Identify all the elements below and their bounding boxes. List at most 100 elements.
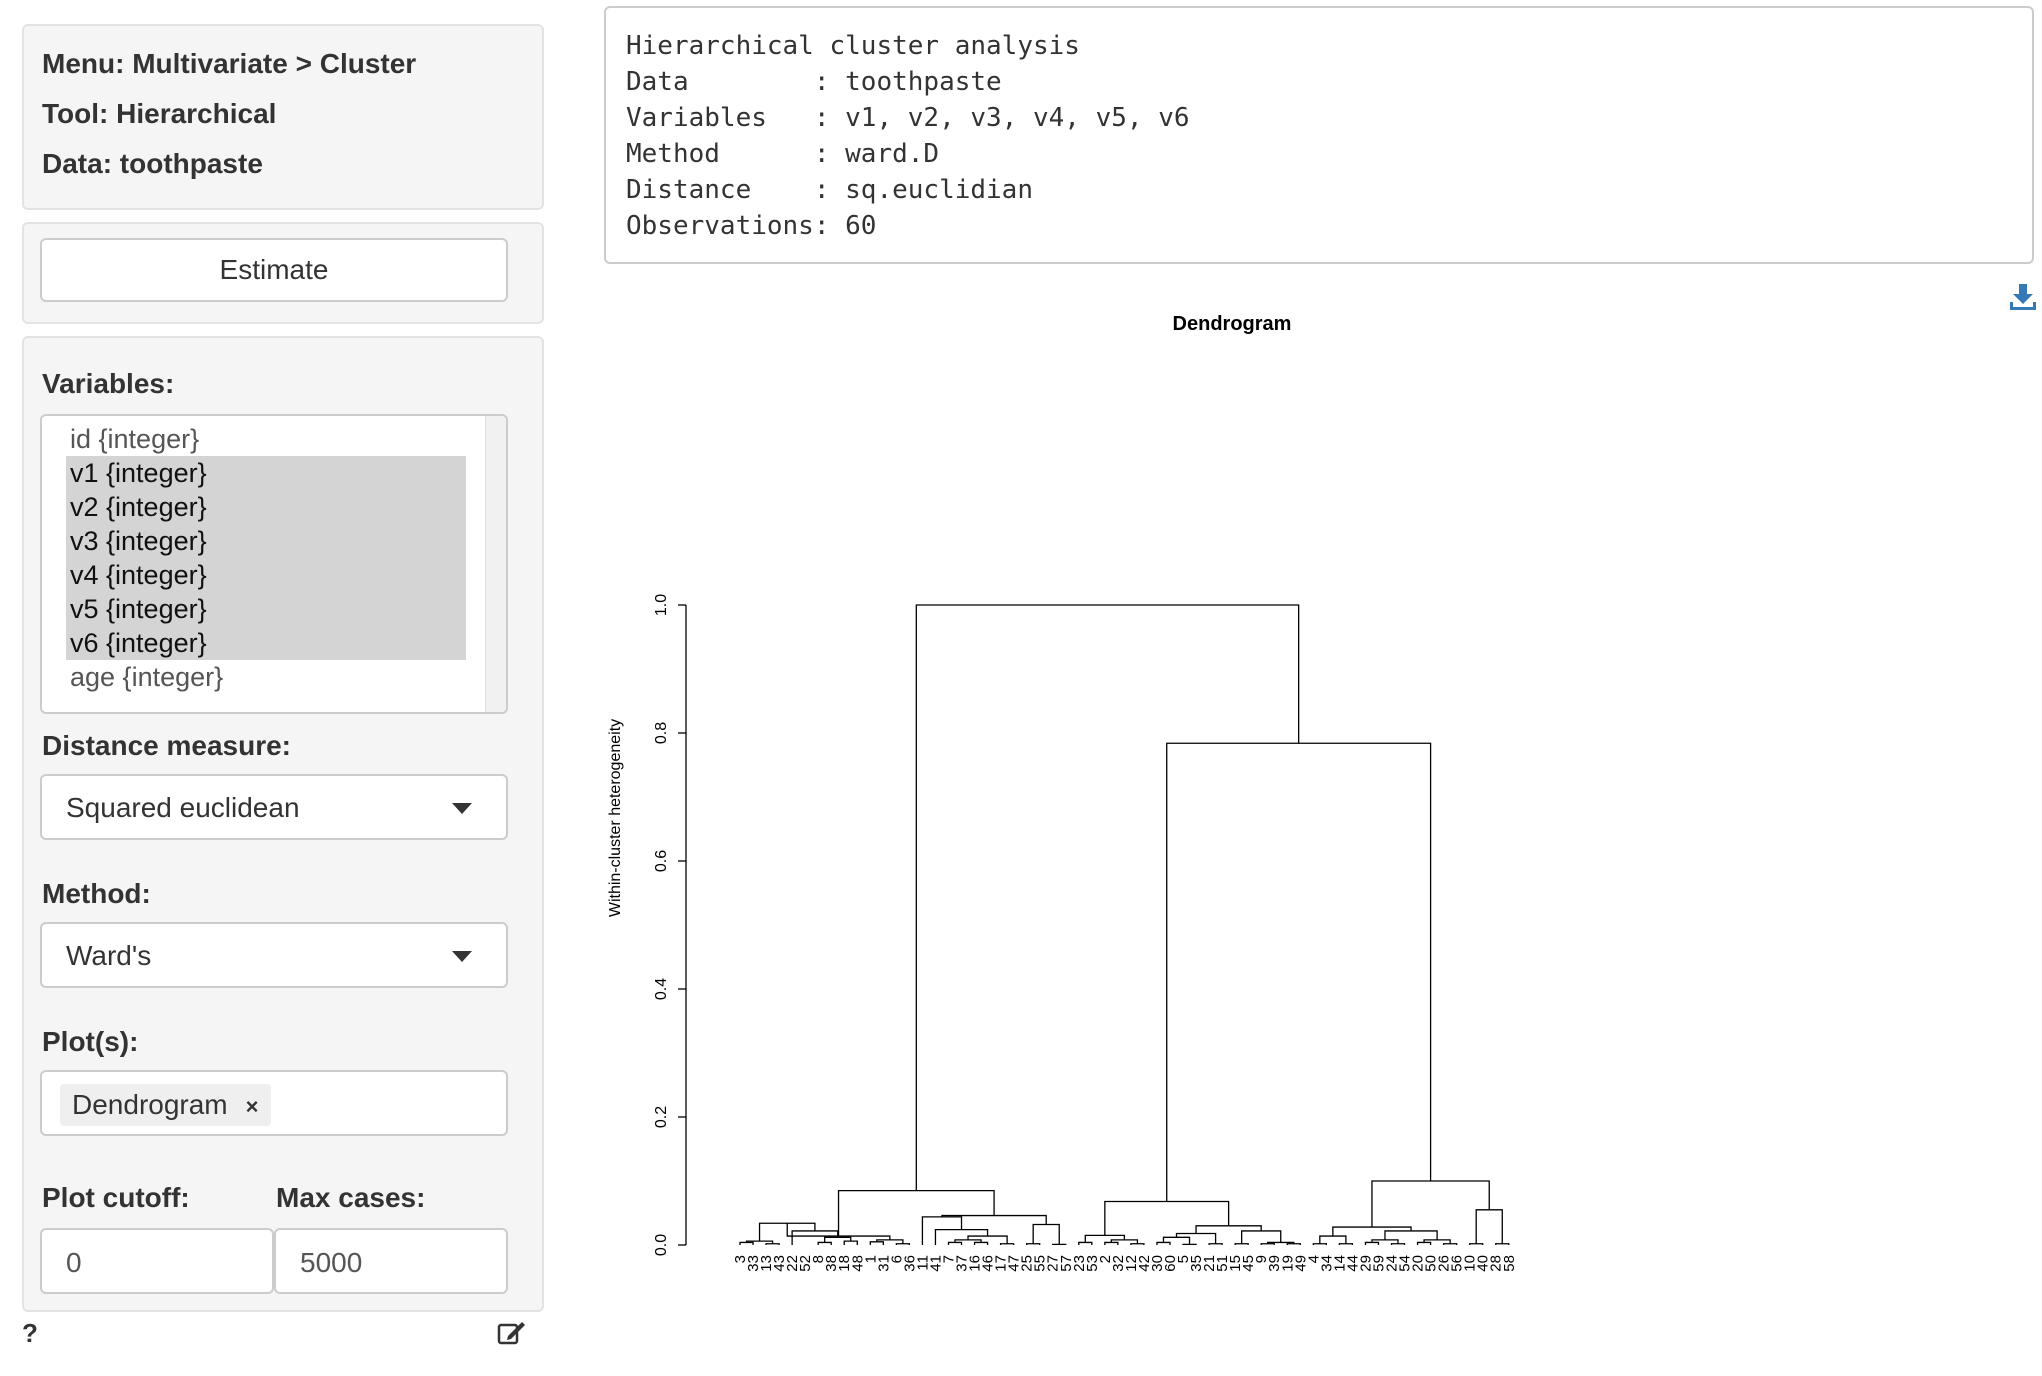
leaf-label: 39 — [1266, 1255, 1283, 1272]
variable-option[interactable]: id {integer} — [70, 424, 200, 454]
dendrogram-link — [843, 1240, 858, 1245]
dendrogram-link — [1469, 1243, 1484, 1245]
variable-option[interactable]: v2 {integer} — [66, 490, 466, 524]
leaf-label: 49 — [1292, 1255, 1309, 1272]
leaf-label: 32 — [1110, 1255, 1127, 1272]
variables-select[interactable]: id {integer} v1 {integer} v2 {integer} v3 {… — [40, 414, 508, 714]
dendrogram-link — [1104, 1200, 1230, 1236]
y-tick-label: 0.4 — [653, 978, 670, 1000]
dendrogram-link — [1442, 1243, 1458, 1245]
leaf-label: 9 — [1253, 1255, 1270, 1263]
dendrogram-link — [1084, 1234, 1126, 1243]
dendrogram-link — [947, 1241, 963, 1245]
leaf-label: 11 — [914, 1255, 931, 1271]
leaf-label: 6 — [888, 1255, 905, 1263]
leaf-label: 58 — [1501, 1255, 1518, 1272]
edit-icon[interactable] — [496, 1318, 526, 1348]
variables-label: Variables: — [42, 368, 175, 399]
leaf-label: 34 — [1318, 1255, 1335, 1272]
leaf-label: 52 — [797, 1255, 814, 1272]
dendrogram-link — [1371, 1180, 1490, 1228]
summary-line: Hierarchical cluster analysis — [626, 31, 1080, 61]
cutoff-input[interactable]: 0 — [40, 1228, 274, 1294]
summary-line: Observations: 60 — [626, 211, 877, 241]
variable-option[interactable]: v6 {integer} — [66, 626, 466, 660]
distance-select[interactable]: Squared euclidean — [40, 774, 508, 840]
dendrogram-link — [1166, 742, 1432, 1202]
dendrogram-link — [1286, 1243, 1301, 1245]
dendrogram-link — [967, 1235, 1008, 1244]
dendrogram-link — [941, 1214, 1047, 1225]
variable-option[interactable]: age {integer} — [70, 662, 224, 692]
variable-option[interactable]: v3 {integer} — [66, 524, 466, 558]
leaf-label: 36 — [901, 1255, 918, 1272]
dendrogram-link — [1208, 1243, 1223, 1245]
dendrogram-link — [745, 1240, 774, 1244]
maxcases-label: Max cases: — [276, 1182, 426, 1213]
y-axis-label: Within-cluster heterogeneity — [607, 719, 624, 917]
leaf-label: 7 — [940, 1255, 957, 1263]
summary-line: Data : toothpaste — [626, 67, 1002, 97]
leaf-label: 21 — [1201, 1255, 1218, 1272]
help-link[interactable]: ? — [22, 1318, 38, 1348]
dendrogram-link — [1182, 1243, 1197, 1246]
summary-output: Hierarchical cluster analysis Data : toot… — [604, 6, 2034, 264]
dendrogram-link — [1338, 1243, 1354, 1245]
leaf-labels: 3331343225283818481316361141737164617472… — [732, 1255, 1518, 1272]
distance-value: Squared euclidean — [66, 792, 300, 823]
leaf-label: 25 — [1019, 1255, 1036, 1272]
leaf-label: 31 — [875, 1255, 892, 1272]
leaf-label: 8 — [810, 1255, 827, 1263]
dendrogram-link — [869, 1241, 884, 1245]
variables-scrollbar[interactable] — [485, 416, 506, 712]
dendrogram-link — [1195, 1225, 1262, 1234]
leaf-label: 24 — [1384, 1255, 1401, 1272]
plot-tag-dendrogram[interactable]: Dendrogram × — [60, 1084, 271, 1126]
dendrogram-links — [739, 604, 1510, 1246]
chart-title: Dendrogram — [1173, 313, 1292, 335]
leaf-label: 2 — [1097, 1255, 1114, 1263]
dendrogram-link — [765, 1243, 780, 1245]
variable-option[interactable]: v4 {integer} — [66, 558, 466, 592]
variable-option[interactable]: v5 {integer} — [66, 592, 466, 626]
dendrogram-link — [1026, 1243, 1041, 1245]
dendrogram-link — [1495, 1243, 1510, 1245]
leaf-label: 54 — [1397, 1255, 1414, 1272]
menu-path: Menu: Multivariate > Cluster — [42, 48, 417, 79]
dendrogram-link — [1104, 1241, 1119, 1245]
dendrogram-link — [1162, 1236, 1191, 1245]
data-name: Data: toothpaste — [42, 148, 263, 179]
leaf-label: 55 — [1032, 1255, 1049, 1272]
y-tick-label: 1.0 — [653, 594, 670, 616]
variable-option[interactable]: v1 {integer} — [66, 456, 466, 490]
dendrogram-link — [1078, 1241, 1093, 1245]
method-select[interactable]: Ward's — [40, 922, 508, 988]
leaf-label: 19 — [1279, 1255, 1296, 1272]
tool-name: Tool: Hierarchical — [42, 98, 277, 129]
y-tick-label: 0.0 — [653, 1234, 670, 1256]
leaf-label: 18 — [836, 1255, 853, 1272]
dendrogram-link — [1234, 1243, 1249, 1245]
maxcases-input[interactable]: 5000 — [274, 1228, 508, 1294]
download-icon[interactable] — [2008, 282, 2038, 312]
plots-select[interactable]: Dendrogram × — [40, 1070, 508, 1136]
leaf-label: 16 — [967, 1255, 984, 1272]
leaf-label: 1 — [862, 1255, 879, 1263]
dendrogram-link — [791, 1230, 839, 1245]
leaf-label: 41 — [927, 1255, 944, 1272]
close-icon[interactable]: × — [245, 1094, 259, 1119]
distance-label: Distance measure: — [42, 730, 292, 761]
leaf-label: 10 — [1462, 1255, 1479, 1272]
info-panel: Menu: Multivariate > Cluster Tool: Hiera… — [22, 24, 544, 210]
estimate-panel: Estimate — [22, 222, 544, 324]
leaf-label: 53 — [1084, 1255, 1101, 1272]
plot-tag-label: Dendrogram — [72, 1089, 228, 1120]
leaf-label: 26 — [1436, 1255, 1453, 1272]
y-tick-label: 0.8 — [653, 722, 670, 744]
estimate-button[interactable]: Estimate — [40, 238, 508, 302]
dendrogram-link — [739, 1241, 754, 1245]
leaf-label: 57 — [1058, 1255, 1075, 1272]
chevron-down-icon — [452, 951, 472, 962]
dendrogram-link — [1156, 1241, 1171, 1245]
leaf-label: 5 — [1175, 1255, 1192, 1263]
